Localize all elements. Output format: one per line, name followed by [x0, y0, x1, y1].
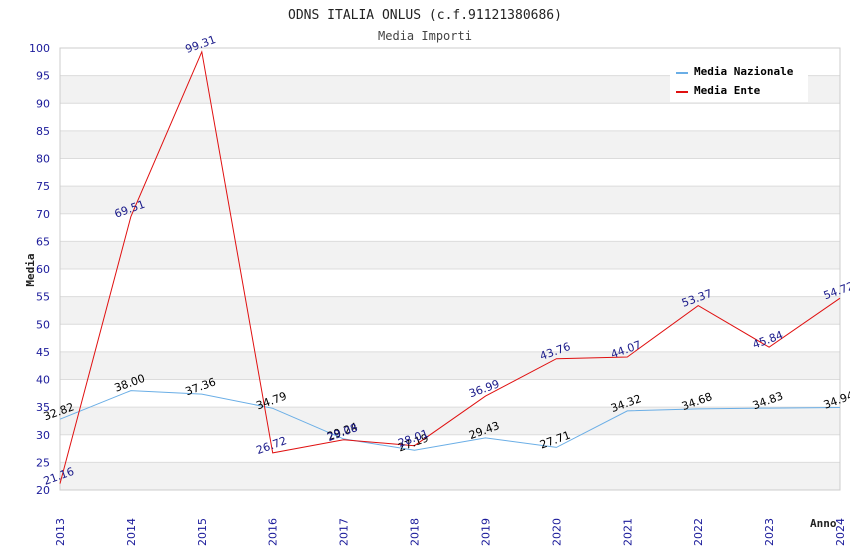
chart-title: ODNS ITALIA ONLUS (c.f.91121380686) [288, 8, 562, 23]
plot-area [59, 47, 841, 491]
x-axis-label: Anno [810, 517, 837, 530]
x-tick-label: 2017 [338, 518, 351, 546]
plot-band [60, 324, 840, 352]
plot-band [60, 296, 840, 325]
legend: Media Nazionale Media Ente [670, 60, 808, 102]
y-tick-label: 45 [36, 346, 50, 359]
series-lines [59, 50, 841, 484]
y-tick-label: 80 [36, 153, 50, 166]
y-axis-label: Media [24, 253, 37, 286]
series-line-media-ente [59, 50, 841, 484]
y-tick-label: 20 [36, 484, 50, 497]
plot-band [60, 158, 840, 187]
plot-band [60, 351, 840, 380]
y-tick-label: 55 [36, 291, 50, 304]
chart-subtitle: Media Importi [378, 29, 472, 43]
plot-band [60, 241, 840, 269]
plot-band [60, 213, 840, 242]
y-tick-label: 40 [36, 374, 50, 387]
y-tick-label: 85 [36, 125, 50, 138]
y-tick-label: 95 [36, 70, 50, 83]
x-tick-label: 2016 [267, 518, 280, 546]
y-tick-label: 60 [36, 263, 50, 276]
legend-label-media-ente: Media Ente [694, 84, 761, 97]
plot-band [60, 130, 840, 159]
series-line-media-nazionale [59, 390, 841, 451]
plot-background-bands [60, 48, 840, 490]
y-axis-ticks: 20 25 30 35 40 45 50 55 60 65 70 75 80 85 90 95 100 [29, 42, 50, 497]
legend-label-media-nazionale: Media Nazionale [694, 65, 794, 78]
y-tick-label: 70 [36, 208, 50, 221]
y-tick-label: 90 [36, 97, 50, 110]
plot-band [60, 103, 840, 131]
y-tick-label: 65 [36, 235, 50, 248]
y-tick-label: 35 [36, 401, 50, 414]
x-tick-label: 2022 [692, 518, 705, 546]
x-tick-label: 2018 [409, 518, 422, 546]
plot-band [60, 434, 840, 463]
x-tick-label: 2013 [54, 518, 67, 546]
plot-band [60, 186, 840, 214]
y-tick-label: 50 [36, 318, 50, 331]
x-tick-label: 2024 [834, 518, 847, 546]
plot-band [60, 269, 840, 297]
plot-band [60, 462, 840, 490]
y-tick-label: 75 [36, 180, 50, 193]
y-tick-label: 100 [29, 42, 50, 55]
x-axis-ticks: 2013 2014 2015 2016 2017 2018 2019 2020 2021 2022… [54, 518, 847, 546]
y-tick-label: 30 [36, 429, 50, 442]
x-tick-label: 2015 [196, 518, 209, 546]
x-tick-label: 2020 [550, 518, 563, 546]
x-tick-label: 2023 [763, 518, 776, 546]
x-tick-label: 2021 [621, 518, 634, 546]
legend-box [670, 60, 808, 102]
y-tick-label: 25 [36, 456, 50, 469]
x-tick-label: 2014 [125, 518, 138, 546]
x-tick-label: 2019 [479, 518, 492, 546]
